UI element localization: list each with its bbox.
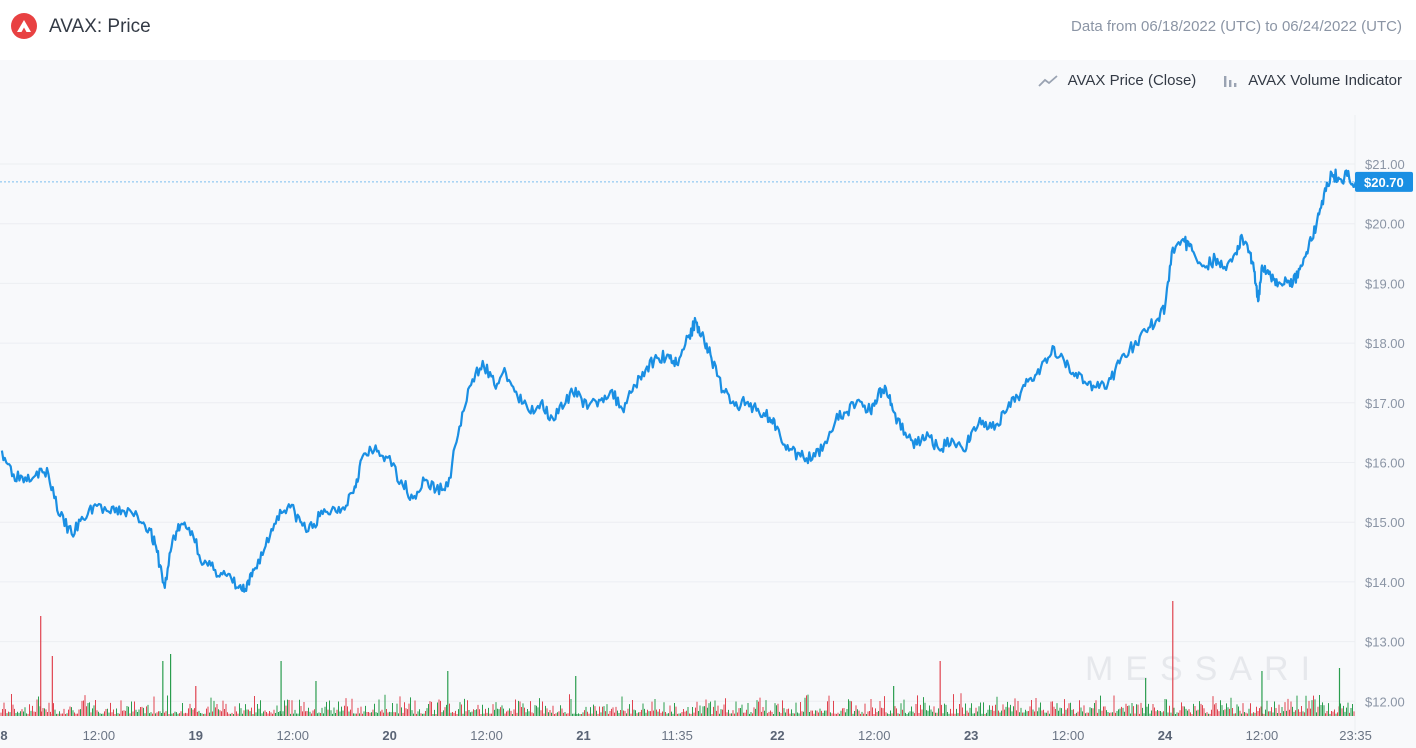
x-tick-label: 12:00 bbox=[1246, 728, 1279, 743]
last-price-badge bbox=[1355, 171, 1413, 192]
volume-bars bbox=[0, 601, 1355, 716]
y-tick-label: $14.00 bbox=[1365, 575, 1405, 590]
x-tick-label: 12:00 bbox=[83, 728, 116, 743]
x-tick-label: 20 bbox=[382, 728, 396, 743]
date-range-label: Data from 06/18/2022 (UTC) to 06/24/2022… bbox=[1071, 18, 1402, 35]
y-tick-label: $19.00 bbox=[1365, 276, 1405, 291]
y-axis-labels: $21.00 $20.00 $19.00 $18.00 $17.00 $16.00 $15.… bbox=[1365, 157, 1405, 709]
x-tick-label: 22 bbox=[770, 728, 784, 743]
legend-item-price[interactable]: AVAX Price (Close) bbox=[1038, 72, 1197, 89]
legend-label-price: AVAX Price (Close) bbox=[1067, 72, 1197, 89]
x-tick-label: 21 bbox=[576, 728, 590, 743]
x-tick-label: 12:00 bbox=[470, 728, 503, 743]
x-tick-label: 12:00 bbox=[276, 728, 309, 743]
y-tick-label: $16.00 bbox=[1365, 456, 1405, 471]
x-axis-labels: 8 12:00 19 12:00 20 12:00 21 11:35 22 12:00 23 12:0… bbox=[0, 728, 1371, 743]
y-tick-label: $20.00 bbox=[1365, 217, 1405, 232]
grid-lines bbox=[0, 115, 1356, 735]
price-line bbox=[0, 168, 1357, 593]
y-tick-label: $18.00 bbox=[1365, 336, 1405, 351]
chart-header: AVAX: Price Data from 06/18/2022 (UTC) t… bbox=[0, 0, 1416, 60]
y-tick-label: $12.00 bbox=[1365, 694, 1405, 709]
y-tick-label: $21.00 bbox=[1365, 157, 1405, 172]
bar-chart-icon bbox=[1224, 75, 1237, 87]
last-price-label: $20.70 bbox=[1364, 175, 1404, 190]
x-tick-label: 11:35 bbox=[661, 728, 693, 743]
avalanche-logo-icon bbox=[11, 13, 37, 39]
x-tick-label: 23:35 bbox=[1339, 728, 1372, 743]
y-tick-label: $15.00 bbox=[1365, 515, 1405, 530]
messari-watermark: MESSARI bbox=[1085, 650, 1322, 688]
chart-title: AVAX: Price bbox=[49, 16, 151, 37]
line-chart-icon bbox=[1038, 74, 1058, 87]
x-tick-label: 24 bbox=[1158, 728, 1173, 743]
y-tick-label: $17.00 bbox=[1365, 396, 1405, 411]
y-tick-label: $13.00 bbox=[1365, 635, 1405, 650]
legend-label-volume: AVAX Volume Indicator bbox=[1248, 72, 1402, 89]
x-tick-label: 19 bbox=[189, 728, 203, 743]
x-tick-label: 8 bbox=[0, 728, 7, 743]
x-tick-label: 12:00 bbox=[858, 728, 891, 743]
chart-legend: AVAX Price (Close) AVAX Volume Indicator bbox=[1012, 72, 1402, 89]
x-tick-label: 12:00 bbox=[1052, 728, 1085, 743]
x-tick-label: 23 bbox=[964, 728, 978, 743]
legend-item-volume[interactable]: AVAX Volume Indicator bbox=[1222, 72, 1402, 89]
